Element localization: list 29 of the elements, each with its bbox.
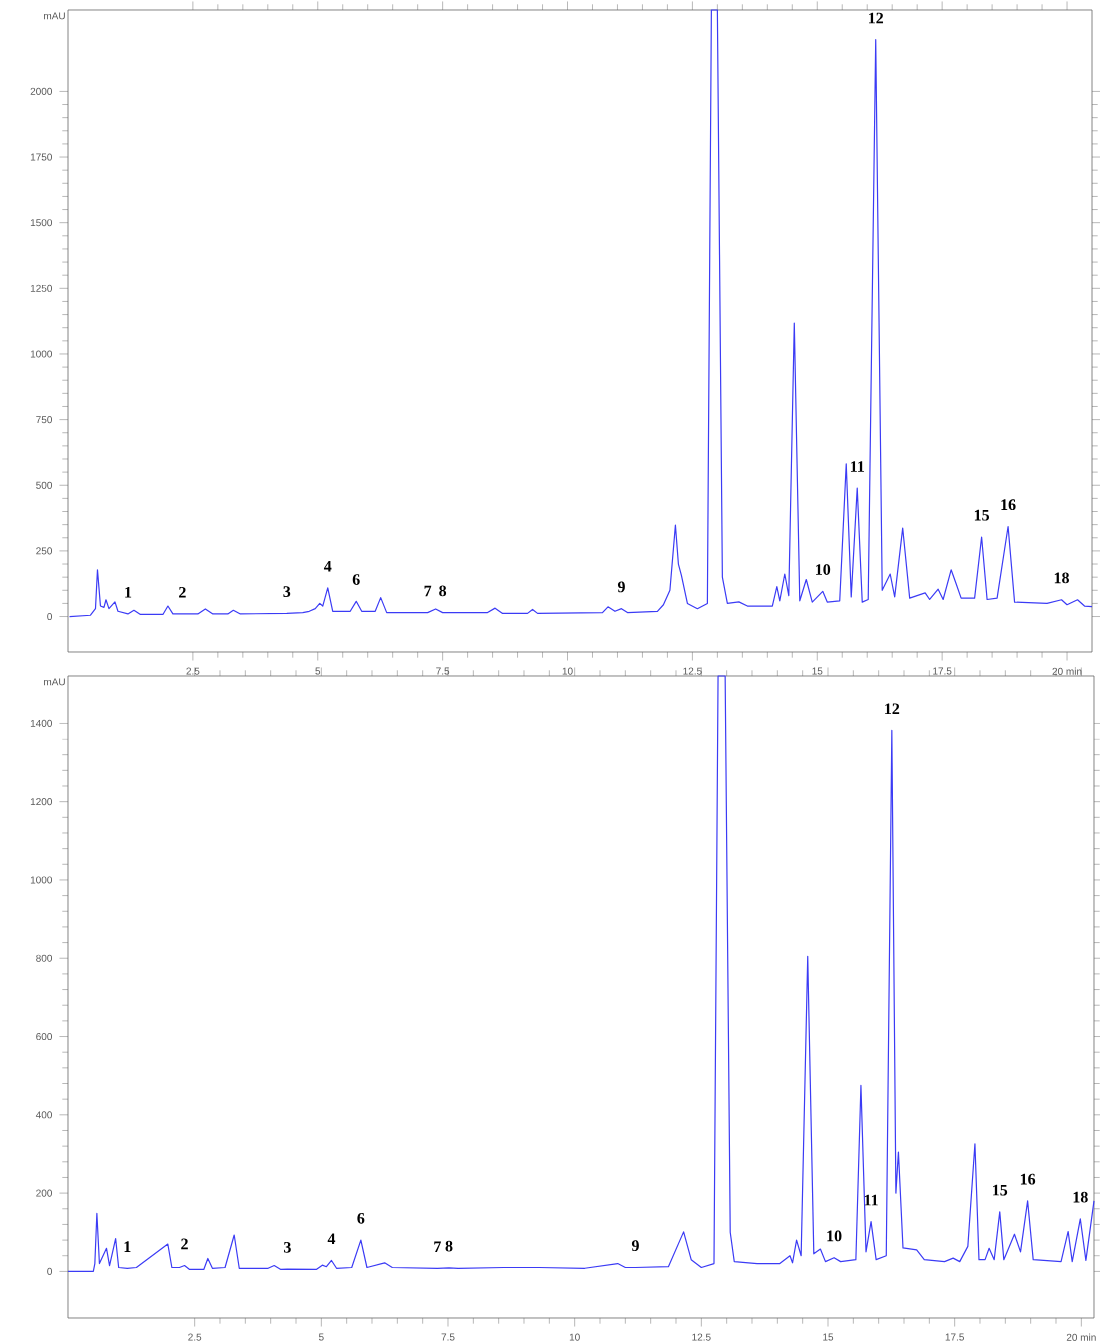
annotation: 12	[869, 12, 884, 24]
annotation: 2	[181, 1238, 188, 1250]
annotation: 12	[885, 703, 900, 715]
annotation: 18	[1054, 572, 1069, 584]
annotation: 9	[617, 581, 625, 593]
annotation: 11	[864, 1194, 878, 1206]
annotation: 7	[434, 1241, 441, 1252]
annotation: 4	[323, 560, 332, 572]
line-series	[67, 675, 1095, 1273]
annotation: 1	[124, 1241, 131, 1252]
annotation: 7	[424, 585, 432, 597]
annotation: 3	[283, 586, 291, 597]
annotation: 18	[1073, 1191, 1088, 1203]
annotation: 6	[352, 574, 360, 585]
annotation: 4	[327, 1233, 336, 1245]
annotation: 15	[974, 509, 990, 521]
annotation: 10	[827, 1230, 842, 1242]
annotation: 1	[125, 586, 132, 598]
annotation: 15	[993, 1184, 1008, 1196]
annotation: 16	[1020, 1173, 1036, 1185]
annotation: 3	[283, 1241, 291, 1253]
annotation: 6	[357, 1212, 365, 1224]
annotation: 16	[1001, 499, 1016, 511]
annotation: 8	[439, 585, 447, 597]
annotation: 8	[445, 1240, 453, 1252]
annotation: 10	[816, 564, 831, 575]
annotation: 2	[179, 586, 186, 598]
annotation: 9	[631, 1240, 639, 1252]
annotation: 11	[850, 461, 864, 472]
